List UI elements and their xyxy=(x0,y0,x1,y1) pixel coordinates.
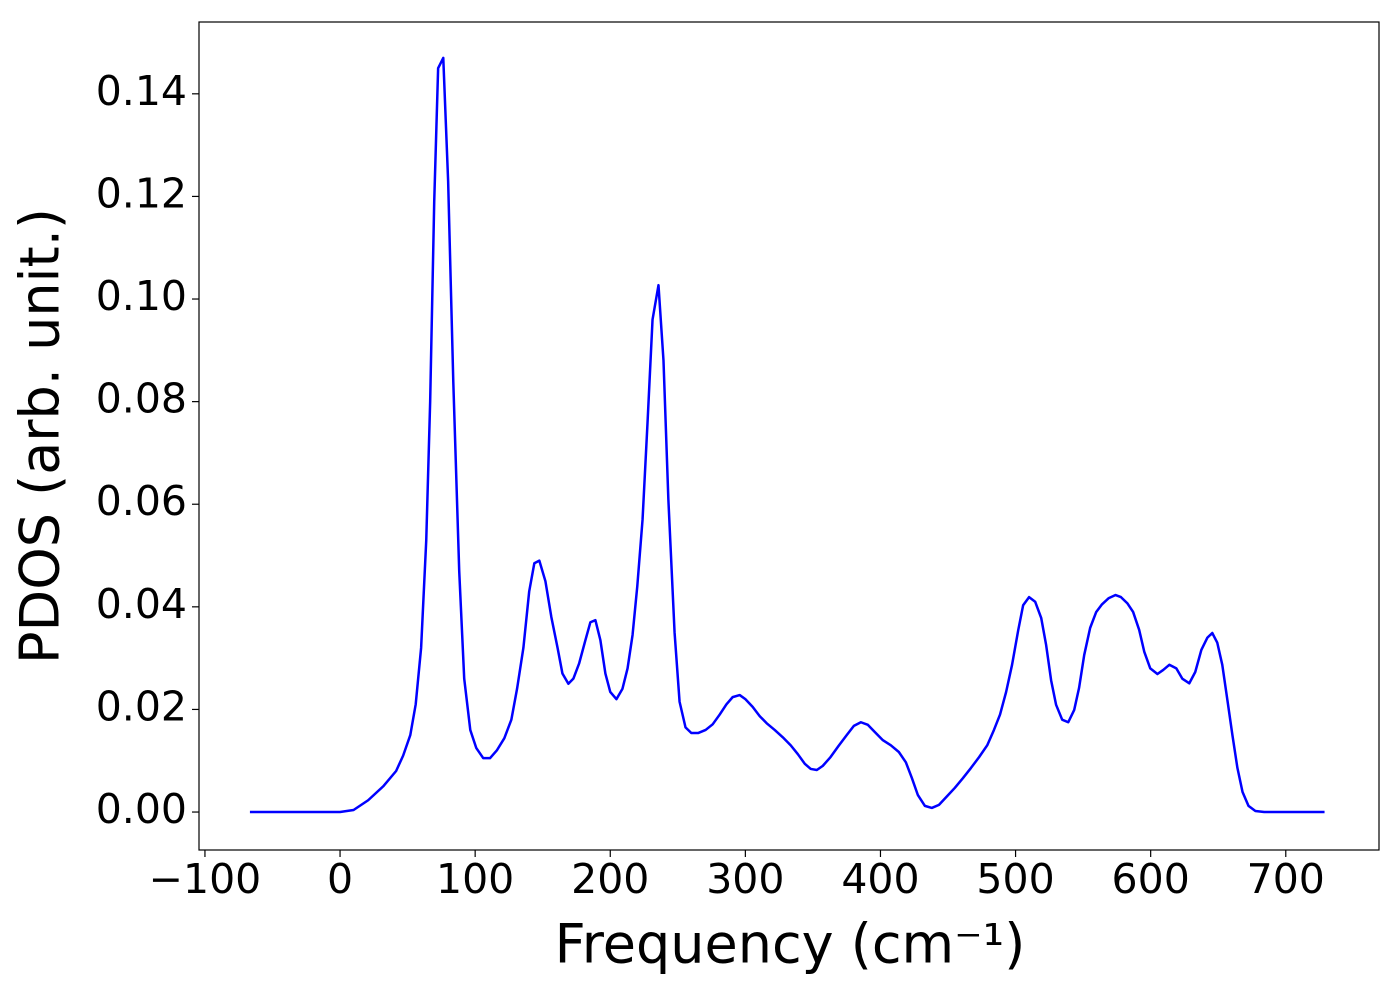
y-tick-label: 0.10 xyxy=(96,272,187,320)
x-tick-label: 200 xyxy=(571,855,649,903)
y-tick-label: 0.06 xyxy=(96,477,187,525)
x-tick-label: 100 xyxy=(436,855,514,903)
y-tick-label: 0.00 xyxy=(96,785,187,833)
plot-frame xyxy=(198,21,1380,851)
x-tick-label: 500 xyxy=(976,855,1054,903)
x-tick-label: 400 xyxy=(841,855,919,903)
x-tick-label: 600 xyxy=(1112,855,1190,903)
x-tick-label: 0 xyxy=(327,855,353,903)
y-tick-label: 0.02 xyxy=(96,682,187,730)
y-tick-label: 0.04 xyxy=(96,580,187,628)
x-tick-label: 300 xyxy=(706,855,784,903)
x-tick-label: 700 xyxy=(1247,855,1325,903)
y-tick-label: 0.12 xyxy=(96,169,187,217)
y-tick-label: 0.08 xyxy=(96,375,187,423)
y-axis-label: PDOS (arb. unit.) xyxy=(9,208,72,664)
data-line xyxy=(249,56,1325,814)
x-tick-label: −100 xyxy=(149,855,262,903)
y-tick-label: 0.14 xyxy=(96,67,187,115)
x-axis-label: Frequency (cm⁻¹) xyxy=(555,913,1026,976)
